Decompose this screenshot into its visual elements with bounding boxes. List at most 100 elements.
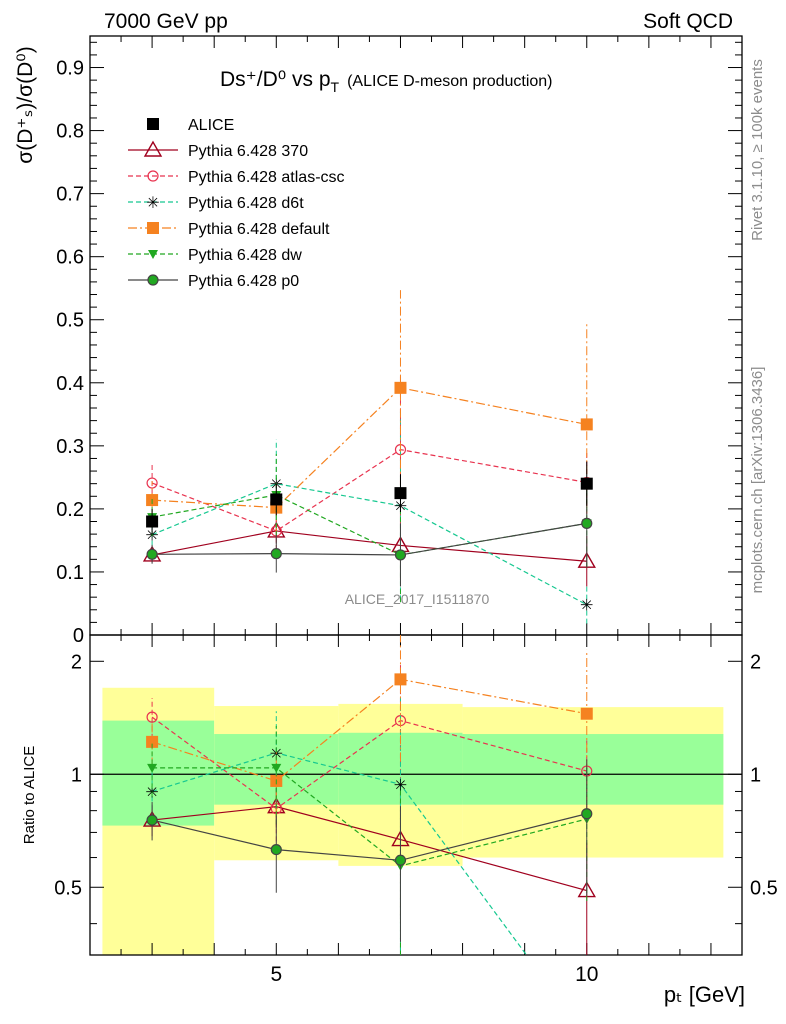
ratio-line <box>151 716 587 810</box>
y-tick-label: 0.9 <box>56 58 84 80</box>
y-tick-label: 0.4 <box>56 373 84 395</box>
ratio-y-tick-label-right: 1 <box>750 764 761 786</box>
data-point <box>270 548 282 560</box>
y-tick-label: 0.5 <box>56 310 84 332</box>
series-4 <box>147 454 592 603</box>
ratio-y-tick-label: 2 <box>71 651 82 673</box>
ratio-frame <box>89 634 743 956</box>
series-1 <box>146 373 593 550</box>
series-alice <box>146 461 593 535</box>
y-tick-label: 0.2 <box>56 499 84 521</box>
series-line <box>151 530 587 562</box>
ratio-y-axis-label: Ratio to ALICE <box>21 746 38 844</box>
y-axis-label: σ(D⁺ₛ)/σ(D⁰) <box>14 46 37 163</box>
legend-item: ALICE <box>147 117 234 134</box>
series-line <box>151 448 587 532</box>
legend-label: Pythia 6.428 dw <box>188 247 302 264</box>
ratio-y-tick-label-right: 2 <box>750 651 761 673</box>
legend-marker <box>147 222 159 234</box>
legend-marker <box>147 118 159 130</box>
legend-marker: ✳ <box>146 195 159 212</box>
legend-item: ✳ Pythia 6.428 d6t <box>128 195 304 212</box>
data-point <box>580 477 593 490</box>
axes-frame: 0 0.1 0.2 0.3 0.4 0.5 0.6 0.7 0.8 0.9 5 10 0.5 0.5 1 1 2… <box>54 35 778 986</box>
ratio-series-5 <box>146 759 593 942</box>
ratio-series-2: ✳✳✳✳ <box>145 694 528 955</box>
ratio-point <box>394 854 407 866</box>
series-layer: ✳✳✳✳✳✳✳✳ <box>142 290 596 955</box>
legend-marker <box>143 140 163 157</box>
ratio-point <box>271 763 282 773</box>
ratio-point <box>147 763 158 773</box>
data-point <box>394 549 407 561</box>
ratio-point <box>394 673 407 686</box>
mcplots-label: mcplots.cern.ch [arXiv:1306.3436] <box>749 367 766 594</box>
data-point <box>581 517 593 529</box>
x-tick-label: 10 <box>575 963 598 986</box>
ratio-bands <box>102 687 724 955</box>
ratio-line <box>152 806 587 892</box>
ratio-line <box>151 752 528 955</box>
y-tick-label: 0.6 <box>56 247 84 269</box>
y-tick-label: 0.3 <box>56 436 84 458</box>
ratio-line <box>151 678 587 782</box>
ratio-band-inner <box>462 734 724 805</box>
ratio-line <box>151 813 587 861</box>
data-point <box>146 515 159 528</box>
data-point <box>394 381 407 394</box>
data-point <box>146 548 158 560</box>
data-point <box>394 487 407 500</box>
ratio-band-inner <box>102 720 215 826</box>
y-tick-label: 0.8 <box>56 121 84 143</box>
data-point: ✳ <box>145 528 158 545</box>
ratio-point <box>581 808 593 820</box>
series-3 <box>146 290 593 533</box>
data-point <box>580 418 593 431</box>
legend-marker <box>147 274 159 286</box>
legend-label: ALICE <box>188 117 234 134</box>
series-line <box>151 494 587 556</box>
ratio-point: ✳ <box>394 777 407 794</box>
header-left: 7000 GeV pp <box>104 10 228 33</box>
y-tick-label: 0.1 <box>56 562 84 584</box>
legend-label: Pythia 6.428 d6t <box>188 195 304 212</box>
ratio-point: ✳ <box>270 746 283 763</box>
series-line <box>152 387 587 509</box>
series-5 <box>146 479 593 587</box>
data-point <box>270 493 283 506</box>
header-right: Soft QCD <box>643 10 733 33</box>
y-tick-label: 0.7 <box>56 184 84 206</box>
ratio-y-tick-label: 1 <box>71 764 82 786</box>
legend-item: Pythia 6.428 default <box>128 221 330 238</box>
legend-label: Pythia 6.428 370 <box>188 143 308 160</box>
y-tick-label: 0 <box>73 625 84 647</box>
data-point: ✳ <box>580 598 593 615</box>
legend-marker <box>148 250 158 259</box>
ratio-point <box>270 843 282 856</box>
ratio-y-tick-label-right: 0.5 <box>750 877 778 899</box>
legend-item: Pythia 6.428 370 <box>128 140 308 160</box>
series-line <box>152 522 587 556</box>
legend-item: Pythia 6.428 p0 <box>128 273 299 290</box>
rivet-label: Rivet 3.1.10, ≥ 100k events <box>749 59 766 241</box>
x-axis-label: pₜ [GeV] <box>664 982 745 1007</box>
ratio-line <box>152 767 587 867</box>
legend-label: Pythia 6.428 atlas-csc <box>188 169 345 186</box>
ratio-point <box>146 814 158 826</box>
watermark: ALICE_2017_I1511870 <box>345 591 490 607</box>
legend-item: Pythia 6.428 atlas-csc <box>128 169 345 186</box>
legend-label: Pythia 6.428 p0 <box>188 273 299 290</box>
legend-marker <box>147 170 159 182</box>
ratio-point <box>146 735 159 748</box>
legend: ALICE Pythia 6.428 370 Pythia 6.428 atlas-… <box>128 117 345 290</box>
legend-item: Pythia 6.428 dw <box>128 247 302 264</box>
series-0 <box>142 510 596 587</box>
legend-label: Pythia 6.428 default <box>188 221 330 238</box>
series-line <box>151 483 588 606</box>
x-tick-label: 5 <box>270 963 282 986</box>
ratio-point <box>146 711 158 723</box>
ratio-point <box>580 707 593 720</box>
chart-title: Ds⁺/D⁰ vs pT (ALICE D-meson production) <box>220 68 553 95</box>
ratio-y-tick-label: 0.5 <box>54 877 82 899</box>
